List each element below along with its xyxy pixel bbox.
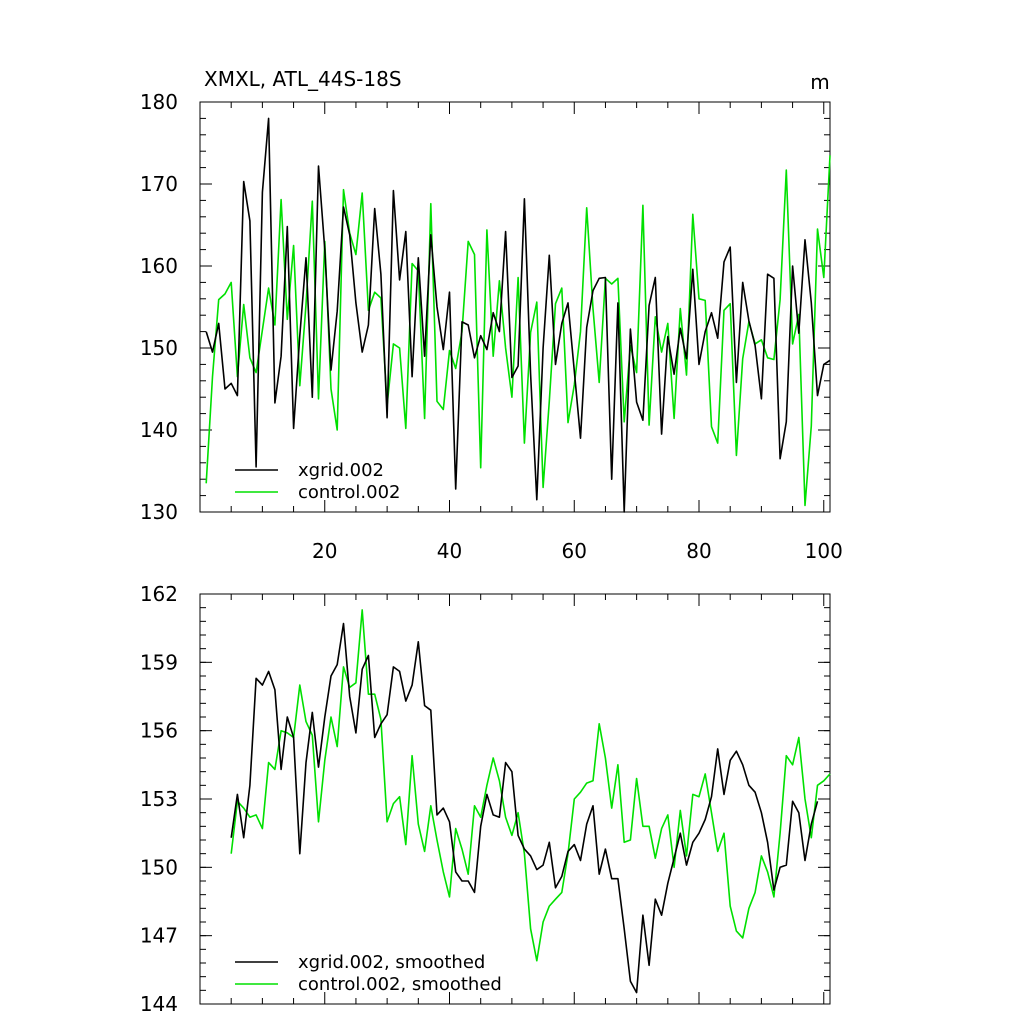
y-tick-label: 150 bbox=[140, 855, 178, 879]
x-tick-label: 40 bbox=[437, 539, 462, 563]
y-tick-label: 150 bbox=[140, 336, 178, 360]
y-tick-label: 170 bbox=[140, 172, 178, 196]
y-tick-label: 156 bbox=[140, 719, 178, 743]
series-line-xgrid-002 bbox=[205, 117, 831, 513]
chart-title: XMXL, ATL_44S-18S bbox=[204, 67, 402, 91]
y-tick-label: 147 bbox=[140, 924, 178, 948]
x-tick-label: 60 bbox=[562, 539, 587, 563]
series-line-control-002 bbox=[205, 155, 831, 507]
y-tick-label: 130 bbox=[140, 500, 178, 524]
series-line-xgrid-002-smoothed bbox=[230, 622, 819, 994]
y-tick-label: 144 bbox=[140, 992, 178, 1016]
x-tick-label: 20 bbox=[312, 539, 337, 563]
y-tick-label: 160 bbox=[140, 254, 178, 278]
y-tick-label: 159 bbox=[140, 650, 178, 674]
x-tick-label: 100 bbox=[805, 539, 843, 563]
y-tick-label: 140 bbox=[140, 418, 178, 442]
y-tick-label: 153 bbox=[140, 787, 178, 811]
plot-frame bbox=[199, 101, 831, 513]
y-tick-label: 180 bbox=[140, 90, 178, 114]
units-label: m bbox=[810, 70, 829, 94]
bottom-panel: 144 147 150 153 156 159 162 xgrid.002, smoothed… bbox=[140, 582, 831, 1016]
series-line-control-002-smoothed bbox=[230, 609, 831, 962]
legend-label: control.002 bbox=[298, 482, 400, 503]
x-tick-label: 80 bbox=[686, 539, 711, 563]
top-panel: 130 140 150 160 170 180 20 40 60 80 100 XMXL, ATL_4… bbox=[140, 67, 843, 563]
legend-label: xgrid.002 bbox=[298, 460, 384, 481]
y-tick-label: 162 bbox=[140, 582, 178, 606]
legend-label: control.002, smoothed bbox=[298, 974, 502, 995]
legend-label: xgrid.002, smoothed bbox=[298, 952, 485, 973]
